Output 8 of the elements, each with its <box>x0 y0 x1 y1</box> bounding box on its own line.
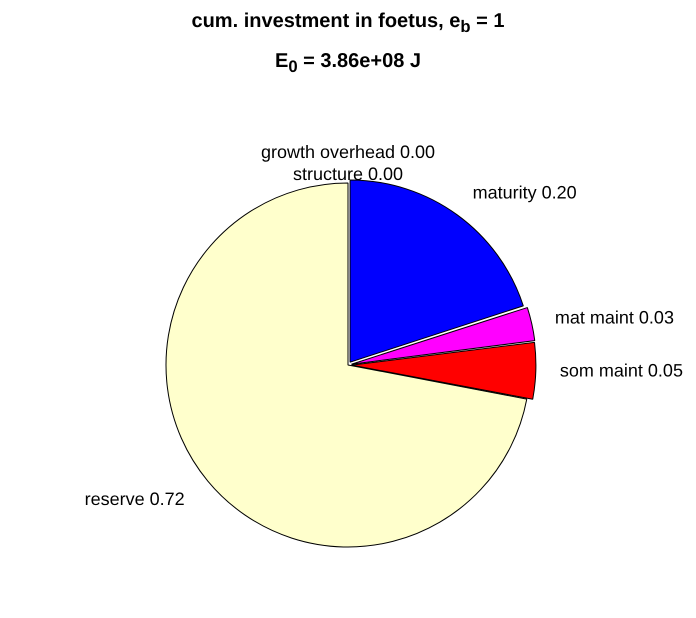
slice-label: mat maint 0.03 <box>554 308 674 328</box>
slice-label: reserve 0.72 <box>84 489 185 510</box>
chart-title: cum. investment in foetus, e$_{b}$ = 1 <box>190 9 506 38</box>
category-label: structure 0.00 <box>292 164 404 184</box>
slice-label: som maint 0.05 <box>560 360 683 381</box>
category-label: growth overhead 0.00 <box>260 142 436 162</box>
slice-label: maturity 0.20 <box>472 182 577 202</box>
chart-subtitle: E$_{0}$ = 3.86e+08 J <box>274 49 422 78</box>
